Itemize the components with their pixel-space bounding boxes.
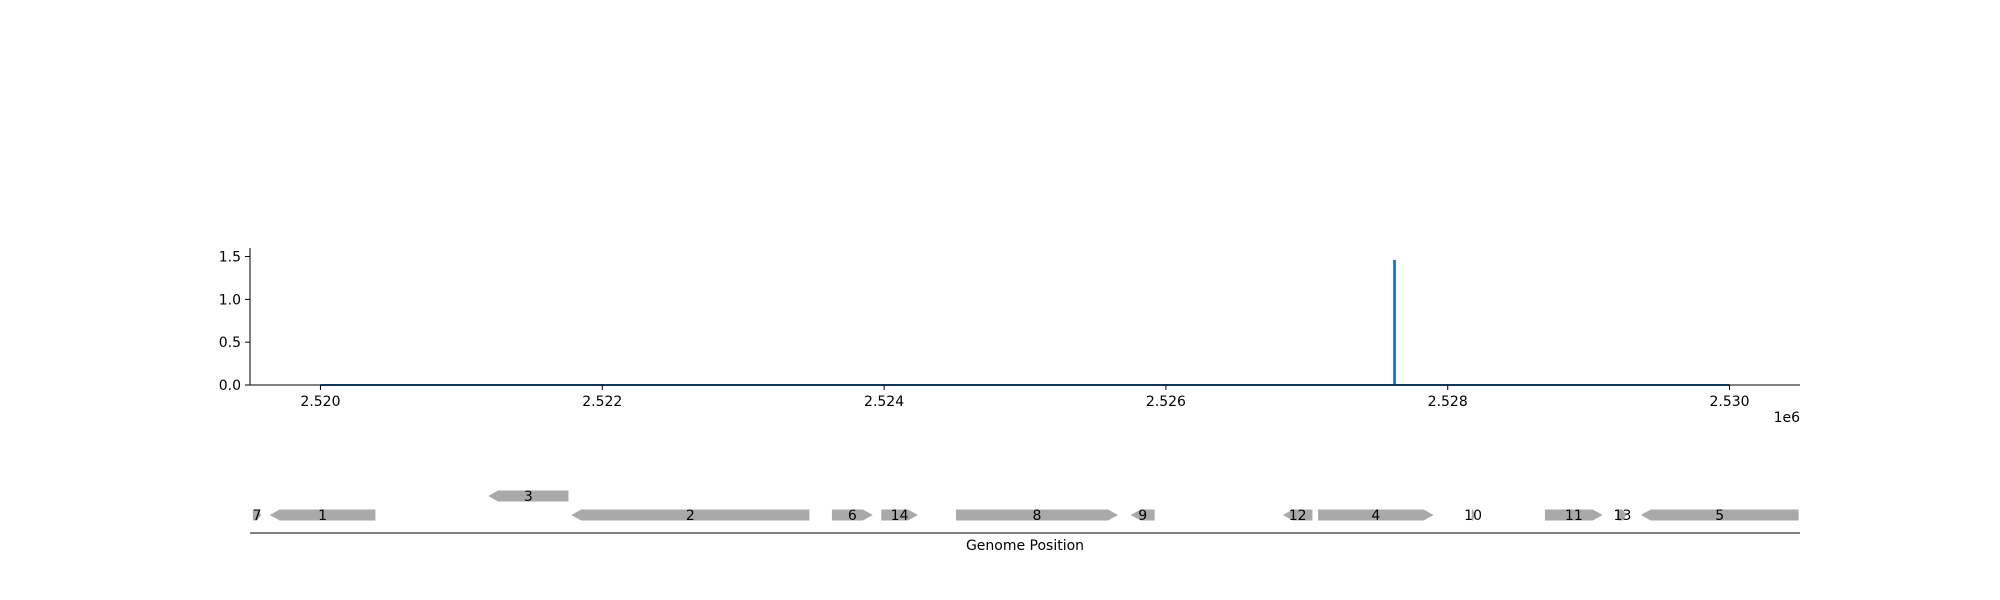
gene-label: 11 (1565, 508, 1583, 524)
x-tick-label: 2.526 (1146, 394, 1186, 410)
coverage-plot: 0.00.51.01.5 2.520 2.522 2.524 2.526 2.528 2.… (219, 248, 1800, 426)
gene-label: 7 (253, 508, 262, 524)
gene-arrow (1282, 509, 1313, 521)
gene-arrow (1130, 509, 1155, 521)
x-tick-label: 2.530 (1709, 394, 1749, 410)
gene-arrow (1640, 509, 1799, 521)
gene-track: 7 132 6 14 8 9 12 4 10 11 13 5 Genome Position (250, 489, 1800, 554)
gene-arrow (269, 509, 376, 521)
gene-arrow (1318, 509, 1434, 521)
gene-label: 1 (318, 508, 327, 524)
gene-label: 14 (891, 508, 909, 524)
gene-arrow (881, 509, 918, 521)
gene-label: 2 (686, 508, 695, 524)
gene-label: 6 (848, 508, 857, 524)
gene-arrow (488, 490, 569, 502)
gene-label: 5 (1715, 508, 1724, 524)
gene-arrow (1618, 509, 1627, 521)
gene-arrow (252, 509, 262, 521)
gene-label: 13 (1614, 508, 1632, 524)
gene-label: 3 (524, 489, 533, 505)
x-ticks: 2.520 2.522 2.524 2.526 2.528 2.530 (300, 385, 1750, 410)
y-tick-label: 1.0 (219, 292, 241, 308)
x-tick-label: 2.522 (582, 394, 622, 410)
x-tick-label: 2.524 (864, 394, 904, 410)
y-ticks: 0.0 0.5 1.0 1.5 (219, 250, 250, 394)
gene-label: 10 (1464, 508, 1482, 524)
y-tick-label: 0.5 (219, 335, 241, 351)
gene-label: 4 (1371, 508, 1380, 524)
gene-arrow (1471, 509, 1475, 521)
gene-track-xlabel: Genome Position (966, 538, 1084, 554)
gene-label: 9 (1138, 508, 1147, 524)
gene-arrow (831, 509, 873, 521)
y-tick-label: 1.5 (219, 250, 241, 266)
genes-layer: 7 132 6 14 8 9 12 4 10 11 13 5 (253, 489, 1799, 524)
x-tick-label: 2.520 (300, 394, 340, 410)
gene-arrow (955, 509, 1118, 521)
gene-arrow (1544, 509, 1603, 521)
x-tick-label: 2.528 (1428, 394, 1468, 410)
x-axis-offset-label: 1e6 (1774, 410, 1801, 426)
gene-label: 12 (1289, 508, 1307, 524)
gene-label: 8 (1033, 508, 1042, 524)
gene-arrow (571, 509, 810, 521)
y-tick-label: 0.0 (219, 378, 241, 394)
